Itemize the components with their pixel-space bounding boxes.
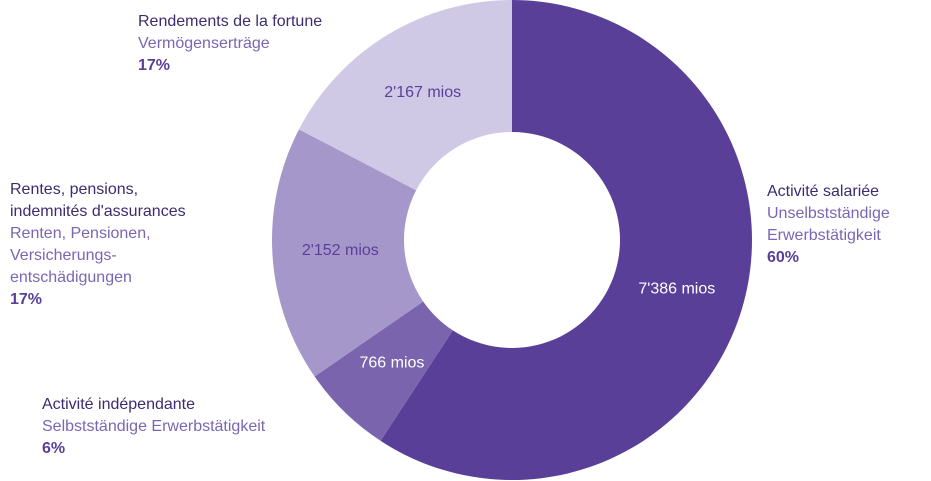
category-label-fr: Activité salariée — [767, 183, 879, 200]
share-label: 17% — [138, 57, 170, 74]
category-label-de: Renten, Pensionen, — [10, 225, 151, 242]
category-label-fr: Activité indépendante — [42, 396, 195, 413]
category-label-de: Erwerbstätigkeit — [767, 227, 881, 244]
donut-segment — [380, 0, 752, 480]
category-label-de: Unselbstständige — [767, 205, 890, 222]
donut-segment — [272, 129, 424, 377]
share-label: 60% — [767, 249, 799, 266]
value-label: 2'167 mios — [384, 84, 461, 101]
value-label: 766 mios — [359, 354, 424, 371]
category-label-de: Vermögenserträge — [138, 35, 270, 52]
value-label: 7'386 mios — [638, 280, 715, 297]
category-label-de: Selbstständige Erwerbstätigkeit — [42, 418, 266, 435]
value-label: 2'152 mios — [302, 242, 379, 259]
category-label-fr: Rentes, pensions, — [10, 181, 138, 198]
category-label-de: Versicherungs- — [10, 247, 117, 264]
share-label: 6% — [42, 440, 65, 457]
share-label: 17% — [10, 291, 42, 308]
category-label-fr: indemnités d'assurances — [10, 203, 186, 220]
category-label-fr: Rendements de la fortune — [138, 13, 322, 30]
category-label-de: entschädigungen — [10, 269, 132, 286]
donut-segment — [314, 301, 453, 441]
donut-segment — [299, 0, 512, 191]
